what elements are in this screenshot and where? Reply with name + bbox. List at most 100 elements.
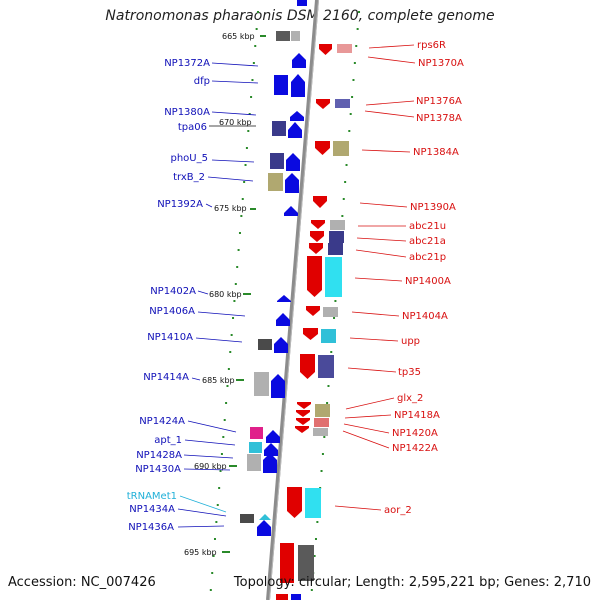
kbp-marker: 690 kbp <box>194 462 237 471</box>
gene-label[interactable]: dfp <box>194 76 210 87</box>
reverse-strand-features <box>280 44 352 583</box>
gene-label[interactable]: trxB_2 <box>173 172 205 183</box>
gene-label[interactable]: apt_1 <box>154 435 182 446</box>
kbp-marker: 675 kbp <box>214 204 256 213</box>
gene-arrow <box>296 418 310 425</box>
gene-label[interactable]: NP1436A <box>128 522 174 533</box>
gene-arrow <box>264 443 278 456</box>
gene-arrow <box>309 243 323 254</box>
gene-arrow <box>285 173 299 193</box>
forward-gene-labels: NP1372A dfp NP1380A tpa06 phoU_5 trxB_2 … <box>127 58 210 533</box>
gene-arrow <box>291 74 305 97</box>
gene-label[interactable]: NP1414A <box>143 372 189 383</box>
gene-arrow <box>290 111 304 121</box>
gene-label[interactable]: NP1428A <box>136 450 182 461</box>
forward-strand-features <box>240 31 306 536</box>
kbp-marker: 685 kbp <box>202 376 244 385</box>
gene-label[interactable]: NP1390A <box>410 202 456 213</box>
gene-box <box>249 442 262 453</box>
gene-label[interactable]: abc21a <box>409 236 446 247</box>
gene-label[interactable]: NP1402A <box>150 286 196 297</box>
gene-arrow <box>296 410 310 417</box>
gene-arrow <box>297 402 311 409</box>
gene-label[interactable]: NP1380A <box>164 107 210 118</box>
gene-box <box>254 372 269 396</box>
gene-label[interactable]: NP1370A <box>418 58 464 69</box>
kbp-label: 685 kbp <box>202 376 235 385</box>
gene-box <box>315 404 330 417</box>
kbp-markers: 665 kbp 670 kbp 675 kbp 680 kbp 685 kbp … <box>184 32 266 557</box>
gene-box <box>335 99 350 108</box>
page-title: Natronomonas pharaonis DSM 2160, complet… <box>105 8 495 24</box>
gene-label[interactable]: NP1392A <box>157 199 203 210</box>
gene-box <box>314 418 329 427</box>
gene-label[interactable]: NP1378A <box>416 113 462 124</box>
forward-label-leaders <box>177 62 259 528</box>
gene-box <box>328 243 343 255</box>
gene-label[interactable]: upp <box>401 336 420 347</box>
gene-label[interactable]: rps6R <box>417 40 446 51</box>
gene-arrow <box>307 256 322 297</box>
gene-label[interactable]: NP1406A <box>149 306 195 317</box>
gene-box <box>272 121 286 136</box>
gene-label[interactable]: glx_2 <box>397 393 423 404</box>
gene-box <box>298 545 314 581</box>
gene-arrow <box>263 453 277 473</box>
gene-arrow <box>277 295 291 302</box>
gene-arrow <box>271 374 285 398</box>
gene-box <box>268 173 283 191</box>
gene-arrow <box>266 430 280 443</box>
kbp-label: 670 kbp <box>219 118 252 127</box>
gene-arrow <box>306 306 320 316</box>
kbp-label: 690 kbp <box>194 462 227 471</box>
gene-label[interactable]: tp35 <box>398 367 421 378</box>
gene-arrow <box>311 220 325 229</box>
gene-label[interactable]: NP1418A <box>394 410 440 421</box>
gene-box <box>333 141 349 156</box>
kbp-label: 665 kbp <box>222 32 255 41</box>
gene-box <box>247 454 261 471</box>
kbp-label: 695 kbp <box>184 548 217 557</box>
gene-label[interactable]: NP1404A <box>402 311 448 322</box>
gene-box <box>313 428 328 436</box>
gene-arrow <box>286 153 300 171</box>
gene-label[interactable]: NP1372A <box>164 58 210 69</box>
gene-arrow <box>319 44 332 55</box>
gene-label[interactable]: NP1410A <box>147 332 193 343</box>
gene-label[interactable]: aor_2 <box>384 505 412 516</box>
gene-box <box>321 329 336 343</box>
gene-box <box>270 153 284 169</box>
gene-label[interactable]: abc21u <box>409 221 446 232</box>
trna-label[interactable]: tRNAMet1 <box>127 491 177 502</box>
gene-arrow <box>303 328 318 340</box>
gene-label[interactable]: NP1376A <box>416 96 462 107</box>
gene-box <box>240 514 254 523</box>
gene-box <box>305 488 321 518</box>
gene-box <box>337 44 352 53</box>
gene-arrow <box>313 196 327 208</box>
kbp-marker: 665 kbp <box>222 32 266 41</box>
accession-label: Accession: NC_007426 <box>8 575 156 590</box>
gene-box <box>323 307 338 317</box>
gene-label[interactable]: NP1434A <box>129 504 175 515</box>
gene-label[interactable]: abc21p <box>409 252 446 263</box>
partial-features <box>276 0 307 600</box>
reverse-label-leaders <box>334 44 416 511</box>
genome-backbone <box>266 0 319 600</box>
gene-label[interactable]: NP1424A <box>139 416 185 427</box>
gene-label[interactable]: NP1422A <box>392 443 438 454</box>
genome-info-label: Topology: circular; Length: 2,595,221 bp… <box>233 575 591 590</box>
gene-arrow <box>284 206 298 216</box>
gene-label[interactable]: NP1430A <box>135 464 181 475</box>
gene-arrow <box>292 53 306 68</box>
gene-label[interactable]: NP1384A <box>413 147 459 158</box>
gene-label[interactable]: NP1400A <box>405 276 451 287</box>
gene-label[interactable]: NP1420A <box>392 428 438 439</box>
gene-box <box>329 231 344 243</box>
gene-label[interactable]: tpa06 <box>178 122 207 133</box>
gene-box <box>325 257 342 297</box>
gene-label[interactable]: phoU_5 <box>171 153 209 164</box>
gene-box <box>330 220 345 230</box>
gene-arrow <box>316 99 330 109</box>
